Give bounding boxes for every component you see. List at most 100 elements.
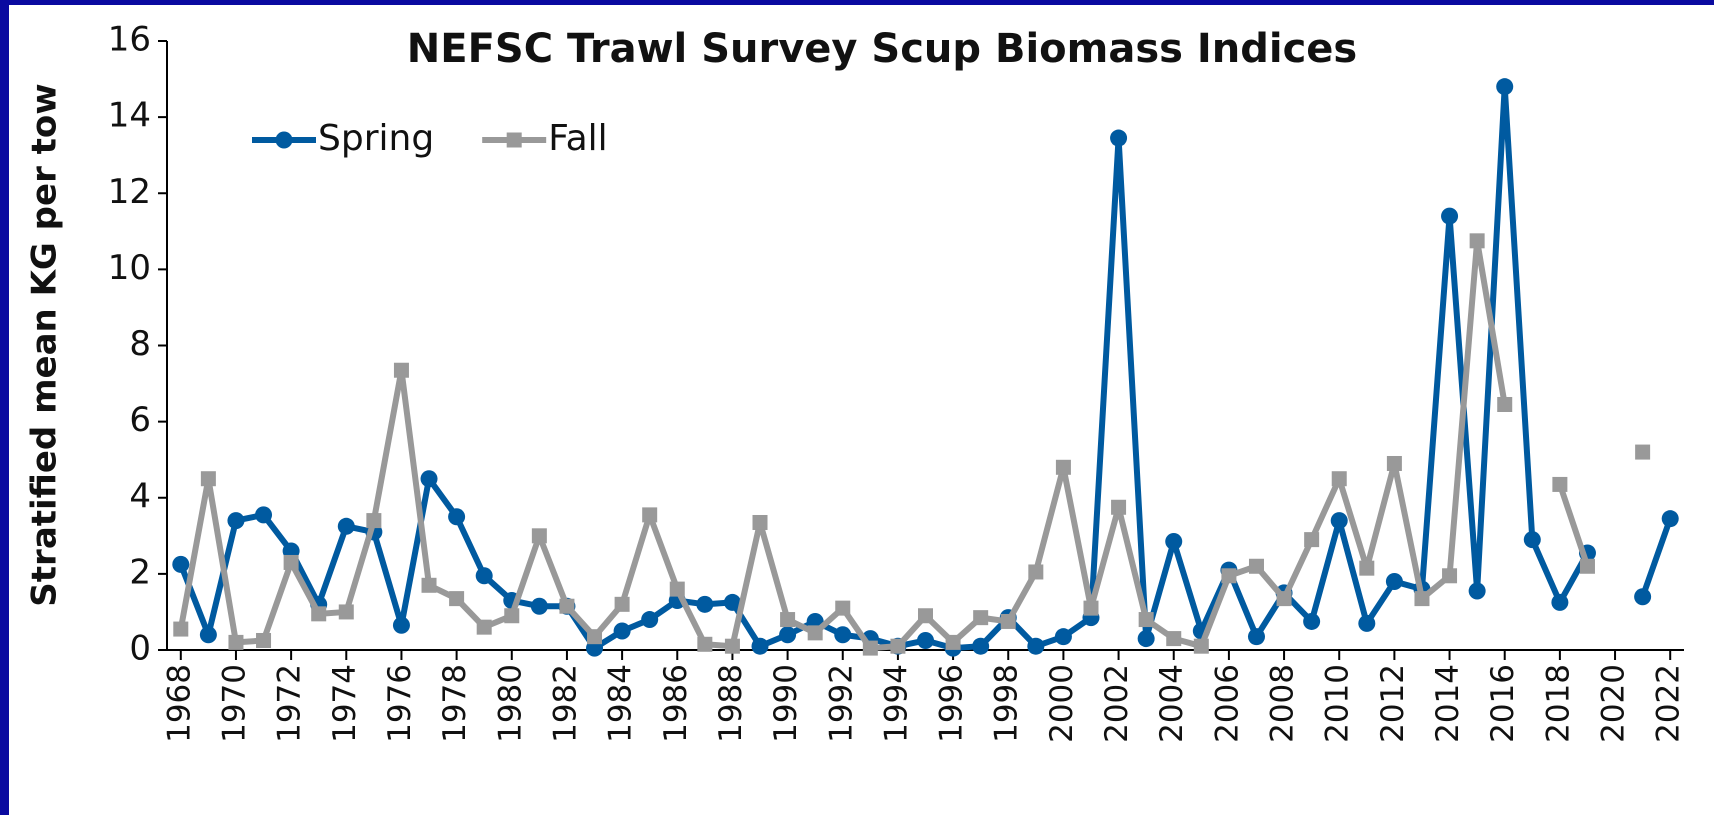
x-tick-label: 1992 [823, 664, 859, 743]
data-point [199, 626, 217, 644]
data-point [972, 637, 990, 655]
x-tick-label: 1996 [934, 664, 970, 743]
data-point [531, 528, 547, 544]
data-point [1027, 637, 1045, 655]
x-tick-label: 1994 [878, 664, 914, 743]
data-point [807, 625, 823, 641]
data-point [448, 508, 466, 526]
data-point [1635, 444, 1651, 460]
data-point [751, 637, 769, 655]
x-tick-label: 1976 [382, 664, 418, 743]
x-tick-label: 1982 [547, 664, 583, 743]
data-point [697, 636, 713, 652]
data-point [1083, 600, 1099, 616]
x-tick-label: 1984 [603, 664, 639, 743]
x-tick-label: 1968 [161, 664, 197, 743]
y-tick-label: 16 [108, 20, 151, 60]
data-point [752, 514, 768, 530]
data-point [1523, 531, 1541, 549]
data-point [337, 517, 355, 535]
data-point [1303, 612, 1321, 630]
x-tick-label: 1990 [768, 664, 804, 743]
data-point [835, 600, 851, 616]
data-point [614, 596, 630, 612]
data-point [669, 581, 685, 597]
x-tick-label: 1980 [492, 664, 528, 743]
x-tick-label: 2002 [1099, 664, 1135, 743]
data-point [283, 554, 299, 570]
x-tick-label: 2004 [1154, 664, 1190, 743]
data-point [1137, 630, 1155, 648]
data-point [918, 608, 933, 624]
data-point [1579, 558, 1595, 574]
data-point [1661, 510, 1679, 528]
data-point [1469, 233, 1485, 249]
x-tick-label: 2008 [1265, 664, 1301, 743]
data-point [173, 621, 189, 637]
data-point [1497, 396, 1513, 412]
data-point [1166, 631, 1182, 647]
data-point [1193, 638, 1209, 654]
chart-title: NEFSC Trawl Survey Scup Biomass Indices [407, 26, 1357, 72]
data-point [834, 626, 852, 644]
x-tick-label: 2018 [1540, 664, 1576, 743]
data-point [1578, 544, 1596, 562]
data-point [256, 632, 272, 648]
data-point [1165, 533, 1183, 551]
data-point [1552, 476, 1568, 492]
data-point [1054, 628, 1072, 646]
data-point [338, 604, 354, 620]
data-point [1496, 78, 1514, 96]
data-point [476, 619, 492, 635]
data-point [475, 567, 493, 585]
data-point [200, 471, 216, 487]
data-point [255, 506, 273, 524]
data-point [311, 606, 327, 622]
data-point [1359, 560, 1375, 576]
data-point [1634, 588, 1652, 606]
x-tick-label: 1988 [713, 664, 749, 743]
x-tick-label: 2000 [1044, 664, 1080, 743]
x-tick-label: 2014 [1430, 664, 1466, 743]
data-point [945, 634, 961, 650]
data-point [1442, 568, 1458, 584]
data-point [890, 638, 906, 654]
data-point [917, 631, 934, 649]
data-point [228, 634, 244, 650]
legend-label: Spring [318, 118, 434, 159]
data-point [1304, 532, 1320, 548]
data-point [1468, 582, 1486, 600]
data-point [366, 513, 382, 529]
data-point [392, 616, 410, 634]
data-point [862, 640, 878, 656]
data-point [1330, 512, 1348, 530]
x-tick-label: 1970 [216, 664, 252, 743]
x-tick-label: 2020 [1596, 664, 1632, 743]
series-line [177, 83, 1674, 652]
data-point [1386, 455, 1402, 471]
data-point [780, 612, 796, 628]
data-point [1551, 593, 1569, 611]
data-point [1138, 612, 1154, 628]
y-tick-label: 10 [108, 248, 151, 288]
y-axis-label: Stratified mean KG per tow [25, 83, 65, 606]
y-tick-label: 12 [108, 172, 151, 212]
data-point [1110, 129, 1128, 147]
data-point [587, 629, 603, 645]
data-point [1111, 499, 1127, 515]
y-tick-label: 6 [129, 400, 151, 440]
data-point [642, 507, 658, 523]
y-tick-label: 4 [129, 476, 151, 516]
data-point [504, 608, 520, 624]
data-point [779, 626, 797, 644]
data-point [1414, 591, 1430, 607]
y-tick-label: 14 [108, 96, 151, 136]
data-point [1000, 613, 1016, 629]
legend-marker [275, 131, 293, 149]
data-point [420, 470, 438, 488]
data-point [1248, 558, 1264, 574]
x-tick-label: 1978 [437, 664, 473, 743]
y-tick-label: 0 [129, 629, 151, 669]
x-tick-label: 1998 [989, 664, 1025, 743]
x-tick-label: 1986 [658, 664, 694, 743]
